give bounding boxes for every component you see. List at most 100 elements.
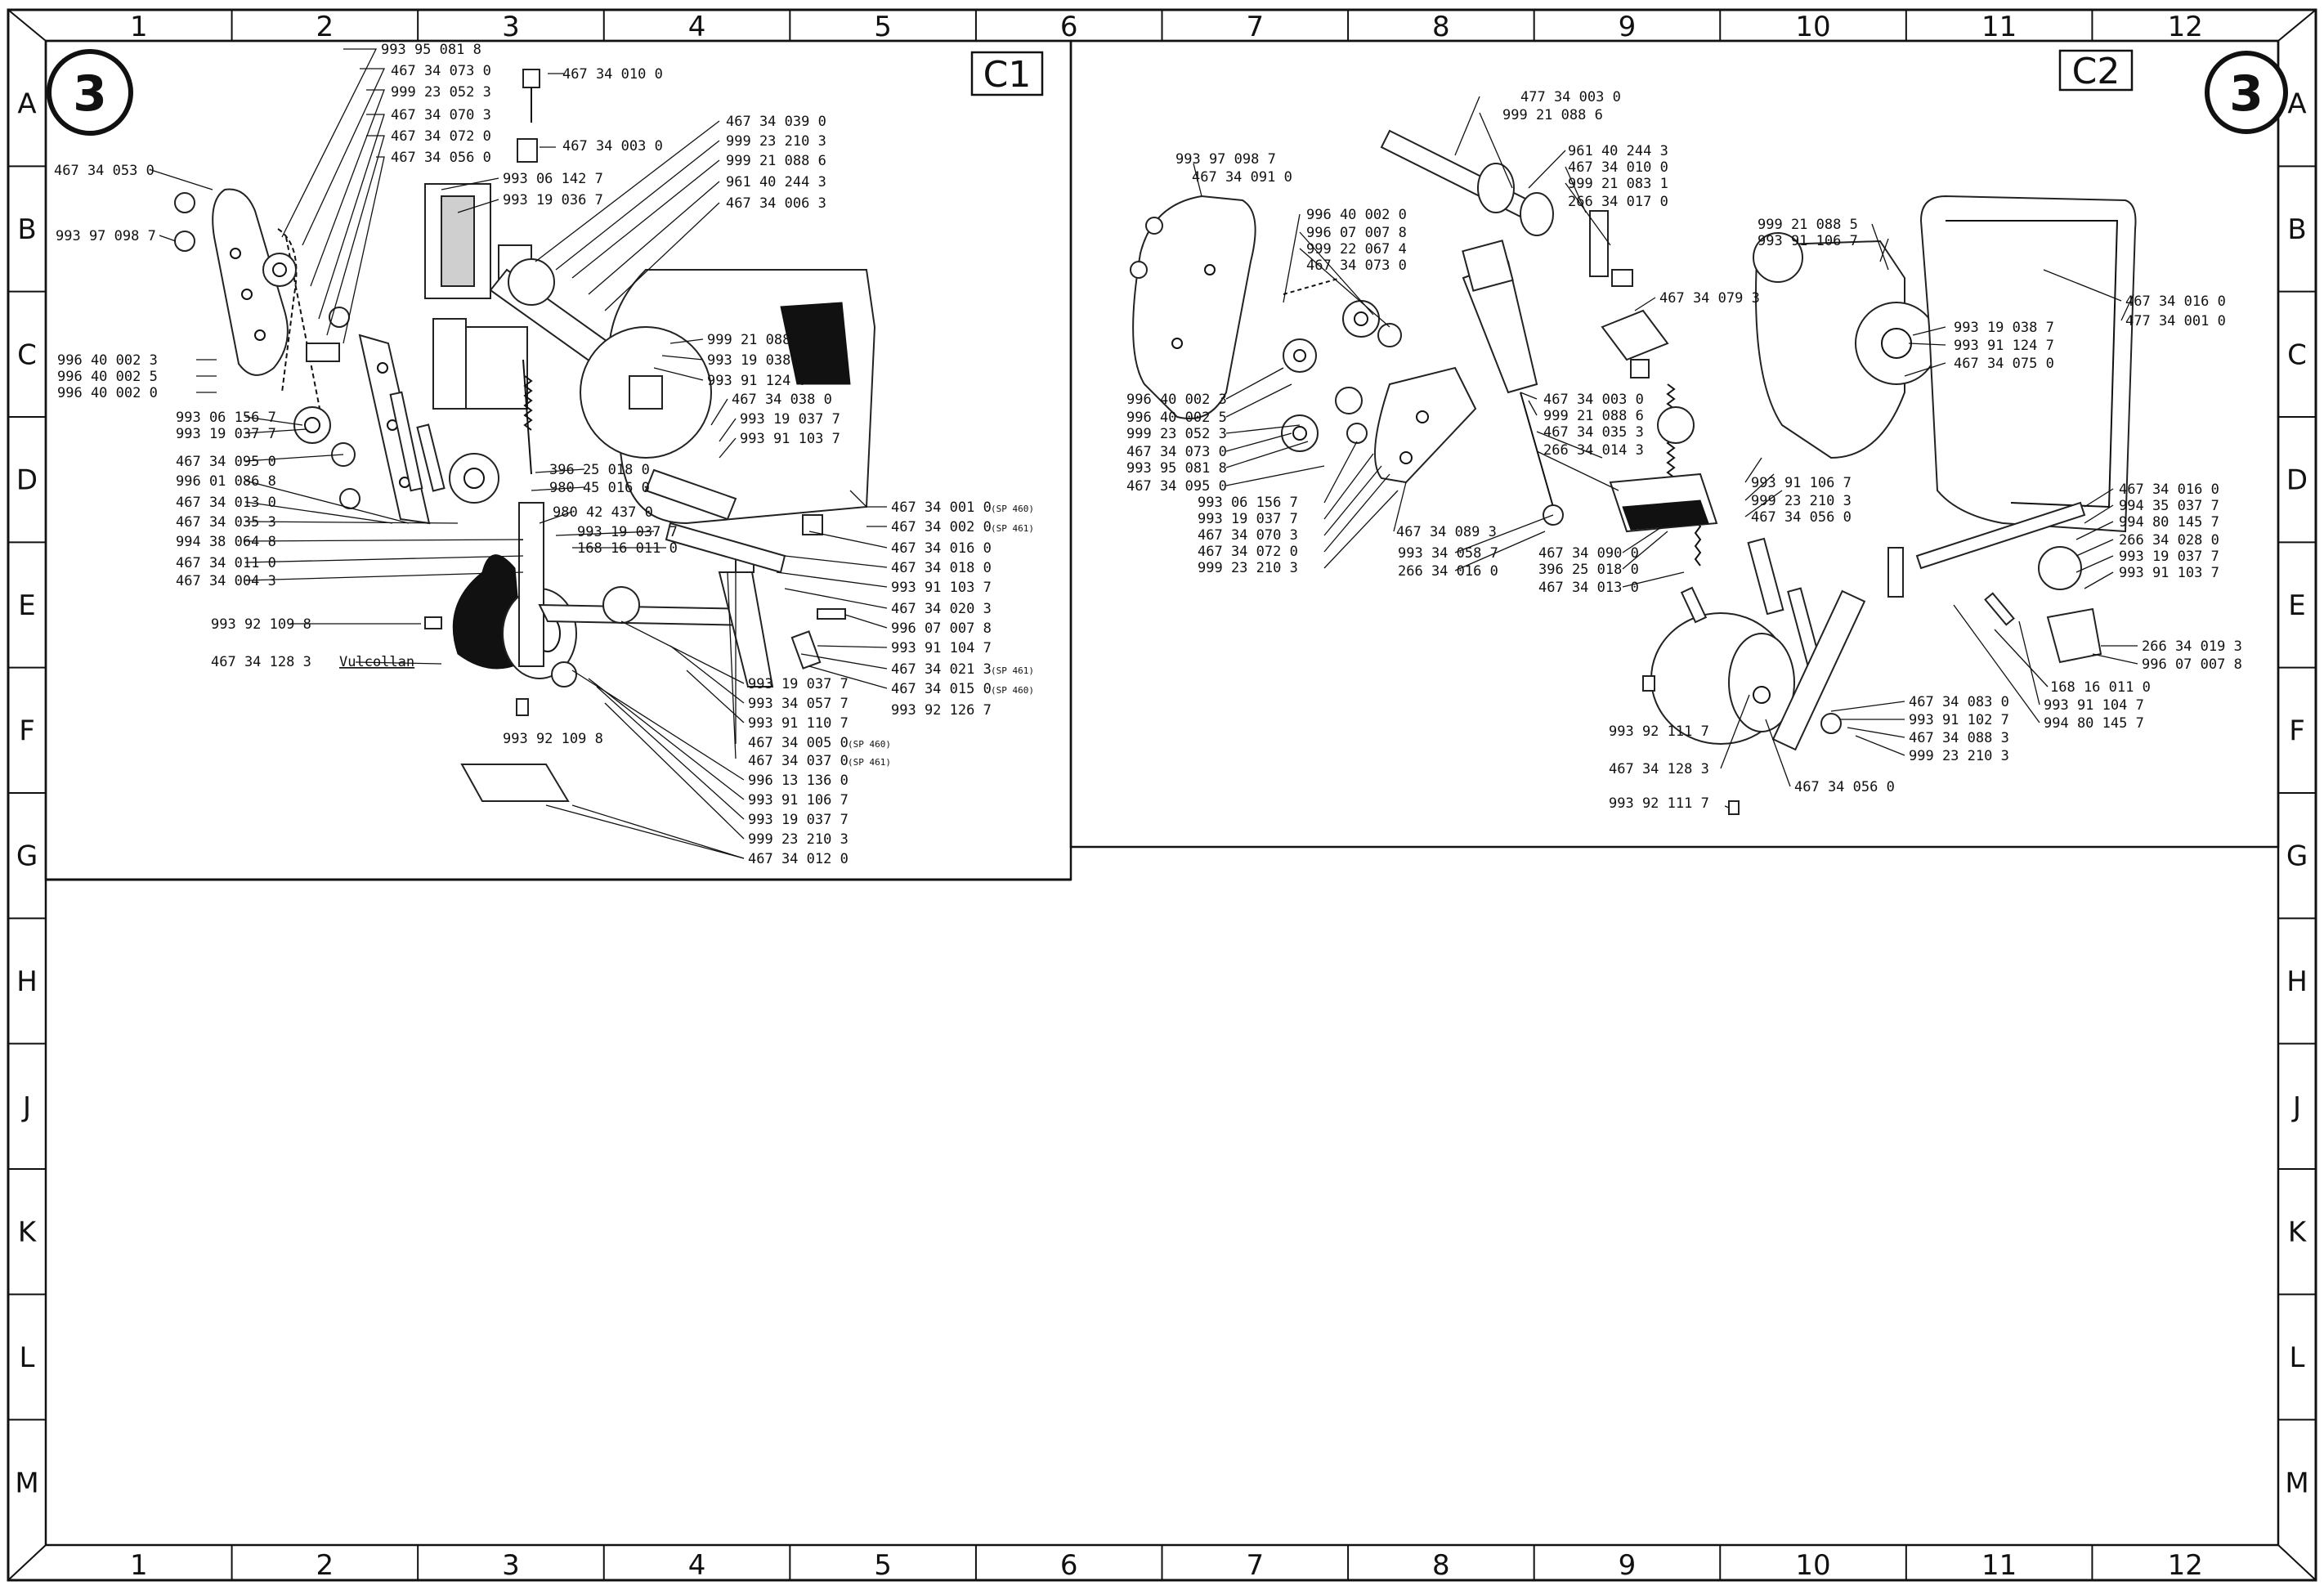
grid-column-label: 3 xyxy=(502,1549,520,1582)
grid-column-label: 10 xyxy=(1795,11,1830,43)
callout: 993 91 124 7 xyxy=(707,373,808,389)
grid-column-label: 4 xyxy=(688,11,706,43)
sheet-number-left: 3 xyxy=(73,65,107,123)
callout: 993 19 037 7 xyxy=(176,426,276,442)
grid-column-labels-bottom: 1 2 3 4 5 6 7 8 9 10 11 12 xyxy=(130,1545,2203,1582)
callout: 999 21 088 5 xyxy=(707,332,808,348)
callout: 999 21 088 6 xyxy=(1543,408,1644,424)
callout: 266 34 014 3 xyxy=(1543,442,1644,459)
grid-column-label: 3 xyxy=(502,11,520,43)
grid-row-label: H xyxy=(16,965,38,998)
callout: 467 34 013 0 xyxy=(176,495,276,511)
callout: 993 06 142 7 xyxy=(503,171,603,187)
callout: 993 91 110 7 xyxy=(748,715,849,732)
panel-c2: C2 3 xyxy=(1069,39,2288,849)
callout: 467 34 039 0 xyxy=(726,114,826,130)
grid-column-label: 8 xyxy=(1432,11,1450,43)
callout: 993 95 081 8 xyxy=(381,42,481,58)
callout: 477 34 001 0 xyxy=(2125,313,2226,329)
panel-c2-label: C2 xyxy=(2072,51,2120,92)
callout: 993 92 111 7 xyxy=(1609,795,1709,812)
callout: 996 40 002 3 xyxy=(57,352,158,369)
sheet-number-right: 3 xyxy=(2229,65,2264,123)
callout: 993 97 098 7 xyxy=(56,228,156,244)
callout: 996 40 002 0 xyxy=(57,385,158,401)
callout: 993 19 038 7 xyxy=(1954,320,2054,336)
callout: 999 21 088 5 xyxy=(1758,217,1858,233)
callout: 467 34 021 3 xyxy=(891,661,992,678)
callout: 994 80 145 7 xyxy=(2044,715,2144,732)
callout: 467 34 016 0 xyxy=(2119,481,2219,498)
callout: 467 34 128 3 xyxy=(1609,761,1709,777)
callout: 993 92 109 8 xyxy=(503,731,603,747)
callout: 999 21 088 6 xyxy=(726,153,826,169)
grid-column-label: 10 xyxy=(1795,1549,1830,1582)
callout: 999 23 210 3 xyxy=(1909,748,2009,764)
callout: 993 19 037 7 xyxy=(748,676,849,692)
grid-row-label: K xyxy=(18,1216,38,1249)
callout: 467 34 056 0 xyxy=(391,150,491,166)
callout: 467 34 016 0 xyxy=(2125,293,2226,310)
callout: 993 91 106 7 xyxy=(1751,475,1852,491)
callout: 467 34 012 0 xyxy=(748,851,849,867)
callout: 993 91 104 7 xyxy=(891,640,992,656)
grid-row-label: K xyxy=(2288,1216,2308,1249)
panel-c1-label-box xyxy=(970,51,1044,96)
callout: 980 42 437 0 xyxy=(553,504,653,521)
callout: 467 34 001 0 xyxy=(891,499,992,516)
callout: 467 34 015 0 xyxy=(891,681,992,697)
grid-column-label: 8 xyxy=(1432,1549,1450,1582)
callout: 467 34 083 0 xyxy=(1909,694,2009,710)
callout: 266 34 028 0 xyxy=(2119,532,2219,549)
callout: 993 19 036 7 xyxy=(503,192,603,208)
callout: 467 34 073 0 xyxy=(391,63,491,79)
callout: 467 34 095 0 xyxy=(176,454,276,470)
sheet-number-circle-left xyxy=(47,49,133,136)
callout: 993 06 156 7 xyxy=(1198,495,1298,511)
grid-row-label: M xyxy=(2285,1467,2308,1499)
callout: 467 34 035 3 xyxy=(176,514,276,531)
grid-column-label: 1 xyxy=(130,1549,148,1582)
grid-row-label: J xyxy=(21,1091,31,1123)
grid-row-labels-right: A B C D E F G H J K L M xyxy=(2278,88,2316,1499)
callout: 993 91 106 7 xyxy=(748,792,849,808)
callout: 999 23 052 3 xyxy=(391,84,491,101)
callout: 467 34 010 0 xyxy=(1568,159,1668,176)
callout: 961 40 244 3 xyxy=(726,174,826,190)
grid-column-label: 7 xyxy=(1246,1549,1264,1582)
grid-column-label: 2 xyxy=(316,1549,334,1582)
grid-column-label: 11 xyxy=(1981,11,2017,43)
callout: 999 23 052 3 xyxy=(1126,426,1227,442)
callout: 993 34 057 7 xyxy=(748,696,849,712)
grid-column-labels-top: 1 2 3 4 5 6 7 8 9 10 11 12 xyxy=(130,10,2203,43)
grid-row-label: A xyxy=(17,88,36,121)
callout: 467 34 013 0 xyxy=(1538,580,1639,596)
c2-exploded-view xyxy=(1130,129,2137,815)
callout: 266 34 017 0 xyxy=(1568,194,1668,210)
callout: 467 34 002 0 xyxy=(891,519,992,535)
grid-column-label: 9 xyxy=(1619,11,1637,43)
callout: 467 34 095 0 xyxy=(1126,478,1227,495)
callout: 993 91 103 7 xyxy=(740,431,840,447)
callout: 467 34 070 3 xyxy=(391,107,491,123)
callout: 996 13 136 0 xyxy=(748,773,849,789)
callout: 993 19 038 7 xyxy=(707,352,808,369)
callout: 477 34 003 0 xyxy=(1520,89,1621,105)
callout: 999 23 210 3 xyxy=(1751,493,1852,509)
callout: 467 34 073 0 xyxy=(1126,444,1227,460)
callout: 396 25 018 0 xyxy=(1538,562,1639,578)
callout: 994 35 037 7 xyxy=(2119,498,2219,514)
grid-column-label: 6 xyxy=(1060,1549,1078,1582)
callout: 467 34 056 0 xyxy=(1794,779,1895,795)
c1-exploded-view xyxy=(174,69,876,802)
c2-callouts: 477 34 003 0 999 21 088 6 961 40 244 3 4… xyxy=(1126,89,2242,812)
callout: 999 22 067 4 xyxy=(1306,241,1407,258)
callout: 999 23 210 3 xyxy=(748,831,849,848)
callout: 993 91 106 7 xyxy=(1758,233,1858,249)
callout: 999 23 210 3 xyxy=(726,133,826,150)
grid-row-label: B xyxy=(17,213,36,246)
grid-row-label: C xyxy=(2287,338,2307,371)
callout: 467 34 070 3 xyxy=(1198,527,1298,544)
callout: 467 34 018 0 xyxy=(891,560,992,576)
